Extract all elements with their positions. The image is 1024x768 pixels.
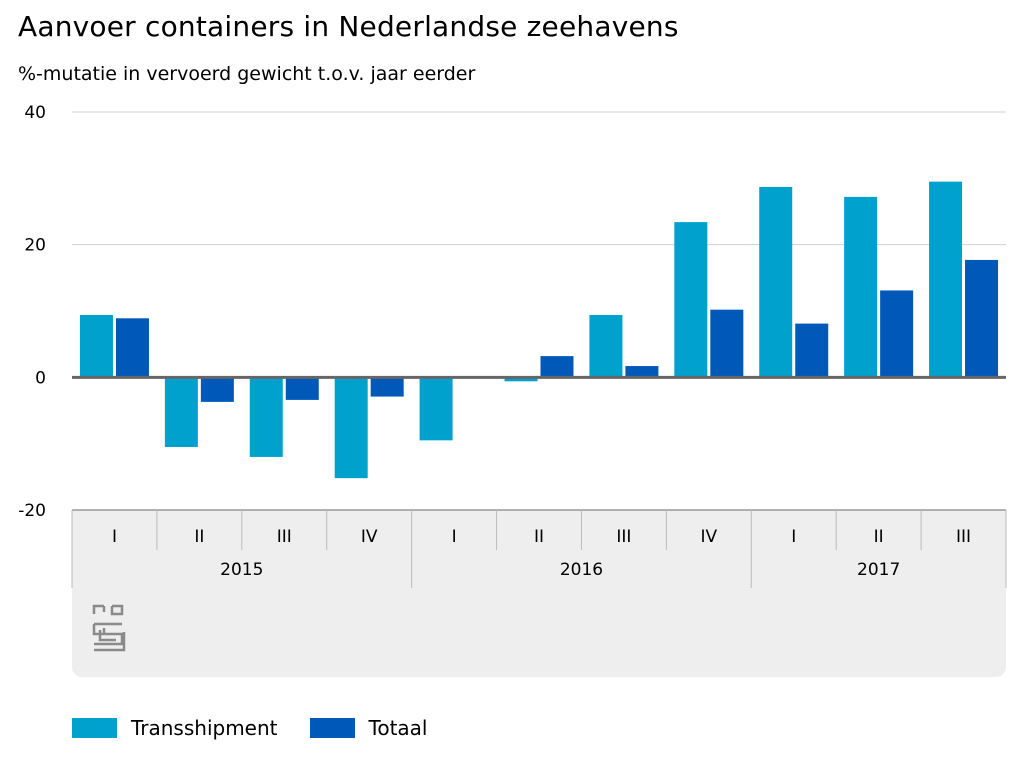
legend-item-totaal: Totaal	[309, 716, 428, 740]
bar-transshipment-8	[759, 186, 793, 378]
x-tick-label: I	[791, 527, 796, 547]
bar-totaal-2	[285, 377, 319, 400]
x-axis-background-top	[72, 510, 1006, 530]
x-tick-label: III	[616, 527, 631, 547]
x-tick-label: I	[452, 527, 457, 547]
bar-totaal-0	[115, 318, 149, 378]
bar-totaal-3	[370, 377, 404, 397]
bars	[79, 181, 999, 479]
legend-swatch-transshipment	[72, 718, 117, 738]
legend: Transshipment Totaal	[72, 716, 459, 740]
x-tick-label: III	[277, 527, 292, 547]
x-category-labels: I II III IV I II III IV I II III	[71, 510, 1007, 588]
x-axis-panel: I II III IV I II III IV I II III 2015 2016 2017	[71, 509, 1007, 677]
x-group-label-2016: 2016	[560, 560, 603, 580]
bar-totaal-6	[625, 366, 659, 378]
legend-item-transshipment: Transshipment	[72, 716, 278, 740]
x-tick-label: IV	[700, 527, 717, 547]
bar-totaal-1	[200, 377, 234, 402]
y-axis-ticks: 40 20 0 -20	[18, 103, 46, 521]
y-tick-label: 20	[24, 236, 46, 256]
bar-totaal-5	[540, 356, 574, 378]
cbs-logo-icon	[92, 604, 126, 652]
x-group-label-2017: 2017	[857, 560, 900, 580]
bar-transshipment-4	[419, 377, 453, 441]
bar-transshipment-9	[844, 196, 878, 378]
legend-label-totaal: Totaal	[368, 716, 428, 740]
bar-transshipment-10	[929, 181, 963, 378]
x-tick-label: III	[956, 527, 971, 547]
bar-transshipment-2	[249, 377, 283, 457]
x-tick-label: II	[874, 527, 884, 547]
x-tick-label: IV	[361, 527, 378, 547]
legend-swatch-totaal	[309, 718, 355, 738]
y-tick-label: 40	[24, 103, 46, 123]
x-group-labels: 2015 2016 2017	[220, 560, 900, 580]
chart-title: Aanvoer containers in Nederlandse zeehav…	[18, 10, 679, 43]
bar-transshipment-3	[334, 377, 368, 479]
x-axis-background	[72, 510, 1006, 677]
bar-transshipment-7	[674, 222, 708, 378]
x-tick-label: II	[194, 527, 204, 547]
bar-transshipment-1	[164, 377, 198, 447]
bar-transshipment-0	[79, 314, 113, 378]
x-tick-label: I	[112, 527, 117, 547]
y-tick-label: -20	[18, 501, 46, 521]
y-tick-label: 0	[35, 368, 46, 388]
bar-totaal-8	[795, 323, 829, 378]
bar-totaal-7	[710, 309, 744, 378]
legend-label-transshipment: Transshipment	[131, 716, 278, 740]
bar-totaal-10	[965, 259, 999, 378]
bar-transshipment-6	[589, 314, 623, 378]
x-group-label-2015: 2015	[220, 560, 263, 580]
bar-totaal-9	[880, 290, 914, 378]
chart-subtitle: %-mutatie in vervoerd gewicht t.o.v. jaa…	[18, 63, 476, 85]
bar-transshipment-5	[504, 377, 538, 382]
x-tick-label: II	[534, 527, 544, 547]
